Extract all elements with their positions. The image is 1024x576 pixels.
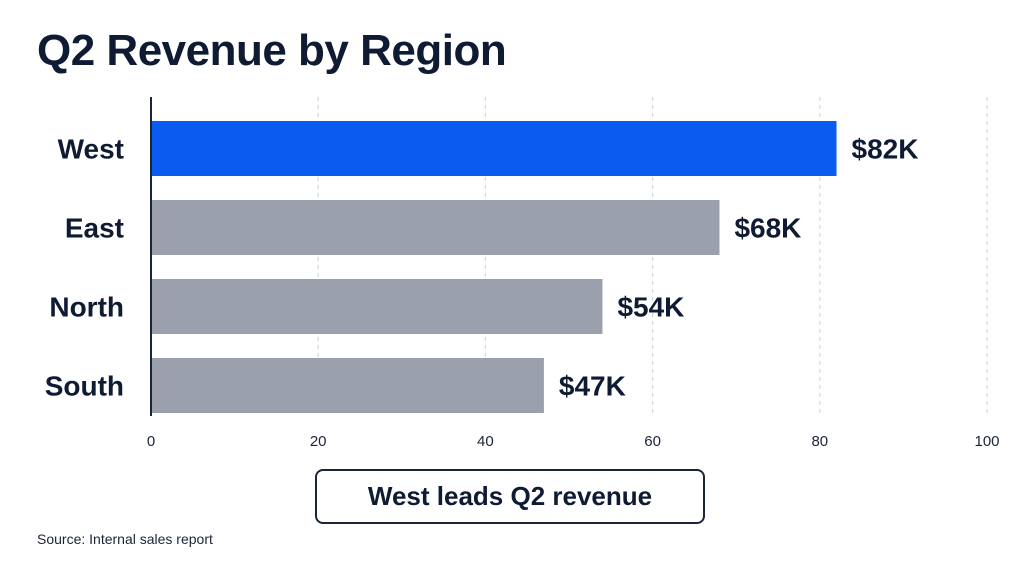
callout-text: West leads Q2 revenue (367, 481, 653, 511)
x-tick-label: 0 (147, 433, 155, 450)
bar-south (151, 358, 544, 413)
data-label-north: $54K (617, 292, 684, 323)
x-tick-label: 80 (811, 433, 828, 450)
source-note: Source: Internal sales report (37, 531, 213, 547)
category-label-west: West (58, 134, 124, 165)
data-label-east: $68K (734, 213, 801, 244)
data-label-south: $47K (559, 371, 626, 402)
bar-north (151, 279, 603, 334)
bar-east (151, 200, 720, 255)
x-tick-label: 40 (477, 433, 494, 450)
x-tick-label: 100 (974, 433, 999, 450)
category-label-north: North (49, 292, 124, 323)
x-tick-label: 20 (310, 433, 327, 450)
data-label-west: $82K (852, 134, 919, 165)
labels: 0 20 40 60 80 100 West $82K East $68K North $54K Sou… (45, 134, 1000, 451)
category-label-east: East (65, 213, 124, 244)
category-label-south: South (45, 371, 124, 402)
callout-box: West leads Q2 revenue (315, 469, 705, 524)
x-tick-label: 60 (644, 433, 661, 450)
bars (151, 121, 837, 413)
bar-chart: 0 20 40 60 80 100 West $82K East $68K North $54K Sou… (45, 97, 1000, 451)
chart-title: Q2 Revenue by Region (37, 26, 507, 75)
bar-west (151, 121, 837, 176)
